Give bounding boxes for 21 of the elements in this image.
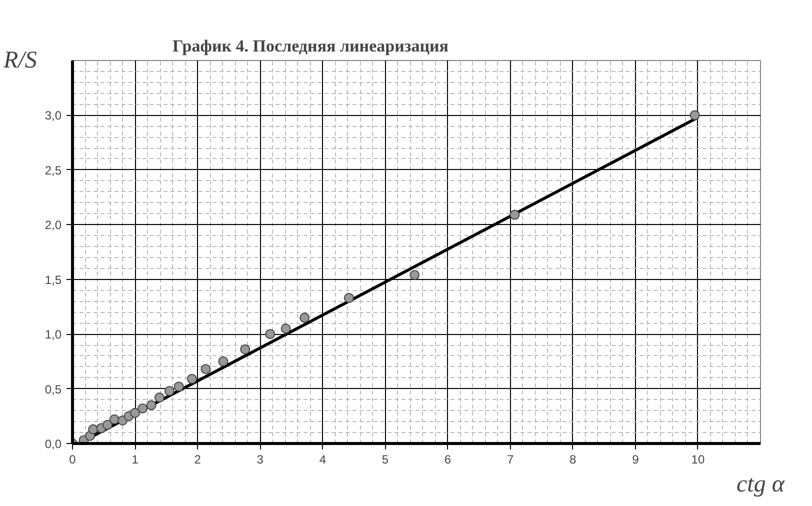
x-tick-label: 1: [132, 452, 139, 466]
x-axis-title: ctg α: [736, 472, 785, 498]
y-tick-label: 2,0: [44, 218, 62, 232]
x-tick-label: 3: [256, 452, 264, 466]
y-tick-label: 0,5: [44, 382, 62, 396]
y-tick-label: 3,0: [44, 108, 62, 123]
y-axis-title: R/S: [2, 48, 37, 74]
y-tick-label: 1,5: [44, 272, 62, 287]
chart-title: График 4. Последняя линеаризация: [172, 36, 449, 56]
x-tick-label: 0: [69, 452, 76, 466]
x-tick-label: 5: [382, 452, 389, 466]
y-tick-label: 1,0: [44, 328, 62, 342]
y-tick-label: 2,5: [44, 163, 62, 178]
x-tick-label: 7: [506, 452, 514, 466]
x-tick-label: 6: [444, 452, 452, 466]
x-tick-label: 10: [691, 452, 705, 466]
x-tick-label: 2: [194, 452, 202, 466]
x-tick-label: 4: [319, 452, 326, 466]
x-tick-label: 8: [570, 452, 577, 466]
x-tick-label: 9: [632, 452, 640, 466]
y-tick-label: 0,0: [44, 437, 62, 451]
